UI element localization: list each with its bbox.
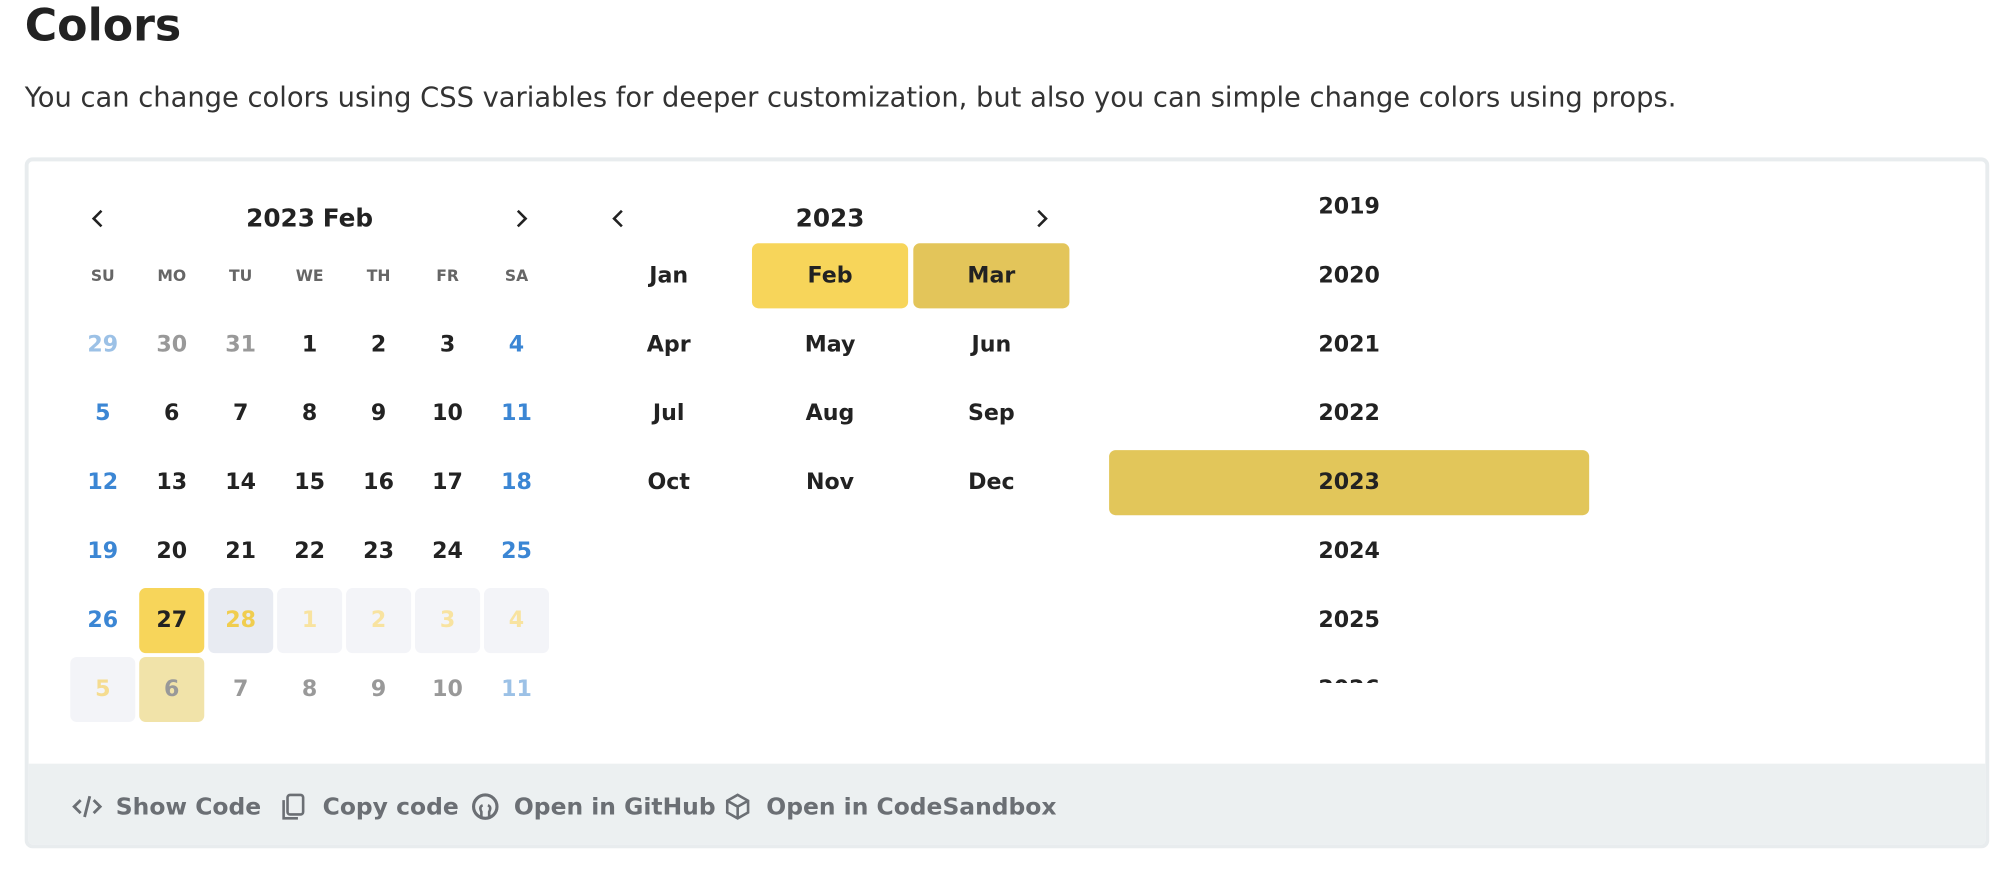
day[interactable]: 19: [87, 538, 119, 565]
day[interactable]: 2: [346, 588, 412, 654]
weekday[interactable]: TH: [366, 266, 391, 285]
year-cell[interactable]: 2020: [1318, 262, 1380, 289]
day[interactable]: 13: [156, 469, 188, 496]
year-cell[interactable]: 2025: [1318, 607, 1380, 634]
calendar-header: 2023 Feb: [246, 204, 373, 233]
day[interactable]: 30: [156, 331, 188, 358]
day[interactable]: 28: [208, 588, 274, 654]
month-cell[interactable]: Jan: [649, 262, 689, 289]
day[interactable]: 8: [301, 676, 318, 703]
weekday[interactable]: SA: [504, 266, 529, 285]
description: You can change colors using CSS variable…: [24, 81, 1677, 114]
day[interactable]: 27: [139, 588, 205, 654]
day[interactable]: 22: [294, 538, 326, 565]
month-cell[interactable]: Dec: [968, 469, 1015, 496]
day[interactable]: 6: [164, 400, 180, 427]
day[interactable]: 2: [370, 331, 387, 358]
year-list: 2019 2020 2021 2022 2023 2024 2025 2026: [1108, 196, 1628, 683]
prev-arrow[interactable]: [609, 208, 630, 229]
label: Open in GitHub: [513, 792, 716, 821]
month-cell[interactable]: Mar: [913, 243, 1070, 309]
show-code[interactable]: Show Code: [72, 791, 262, 822]
day[interactable]: 5: [70, 657, 136, 723]
day[interactable]: 15: [294, 469, 326, 496]
day[interactable]: 14: [225, 469, 257, 496]
day[interactable]: 16: [363, 469, 394, 496]
day[interactable]: 6: [139, 657, 205, 723]
month-cell[interactable]: Jun: [971, 331, 1012, 358]
year-cell[interactable]: 2019: [1318, 196, 1380, 220]
year-cell[interactable]: 2024: [1318, 538, 1380, 565]
year-cell[interactable]: 2023: [1109, 450, 1590, 516]
weekday[interactable]: WE: [295, 266, 324, 285]
prev-arrow[interactable]: [88, 208, 109, 229]
day[interactable]: 10: [432, 676, 463, 703]
copy-code[interactable]: Copy code: [278, 791, 459, 822]
day[interactable]: 25: [501, 538, 532, 565]
weekday[interactable]: FR: [436, 266, 459, 285]
year-cell[interactable]: 2021: [1318, 331, 1380, 358]
day[interactable]: 7: [232, 400, 249, 427]
open-github[interactable]: Open in GitHub: [470, 791, 716, 822]
day[interactable]: 3: [439, 331, 456, 358]
day[interactable]: 9: [370, 400, 387, 427]
weekday[interactable]: SU: [90, 266, 115, 285]
day[interactable]: 26: [87, 607, 119, 634]
open-codesandbox[interactable]: Open in CodeSandbox: [722, 791, 1057, 822]
weekday[interactable]: TU: [229, 266, 253, 285]
day[interactable]: 7: [232, 676, 249, 703]
day[interactable]: 5: [95, 400, 111, 427]
day[interactable]: 21: [225, 538, 257, 565]
weekday[interactable]: MO: [157, 266, 187, 285]
day[interactable]: 12: [87, 469, 119, 496]
day[interactable]: 17: [432, 469, 463, 496]
day[interactable]: 11: [501, 400, 532, 427]
day[interactable]: 1: [301, 331, 318, 358]
label: Copy code: [322, 792, 459, 821]
day[interactable]: 4: [483, 588, 550, 654]
year[interactable]: 2023: [246, 204, 315, 233]
year-cell[interactable]: 2022: [1318, 400, 1380, 427]
month-cell[interactable]: Aug: [805, 400, 855, 427]
day[interactable]: 24: [432, 538, 463, 565]
month-cell[interactable]: Oct: [647, 469, 690, 496]
year-cell[interactable]: 2026: [1109, 657, 1589, 684]
toolbar: [28, 763, 1986, 845]
day[interactable]: 20: [156, 538, 188, 565]
month-cell[interactable]: Apr: [646, 331, 691, 358]
next-arrow[interactable]: [1030, 208, 1051, 229]
month-cell[interactable]: Jul: [652, 400, 685, 427]
label: Show Code: [115, 792, 262, 821]
month-cell[interactable]: May: [804, 331, 856, 358]
day[interactable]: 8: [301, 400, 318, 427]
month-cell[interactable]: Nov: [805, 469, 855, 496]
month-cell[interactable]: Feb: [751, 243, 909, 309]
month-picker-year[interactable]: 2023: [795, 204, 865, 233]
day[interactable]: 31: [225, 331, 257, 358]
day[interactable]: 10: [432, 400, 463, 427]
day[interactable]: 3: [415, 588, 481, 654]
label: Open in CodeSandbox: [766, 792, 1057, 821]
day[interactable]: 23: [363, 538, 394, 565]
day[interactable]: 9: [370, 676, 387, 703]
day[interactable]: 4: [508, 331, 525, 358]
next-arrow[interactable]: [510, 208, 531, 229]
day[interactable]: 18: [501, 469, 532, 496]
day[interactable]: 1: [277, 588, 343, 654]
day[interactable]: 11: [501, 676, 532, 703]
day[interactable]: 29: [87, 331, 119, 358]
month[interactable]: Feb: [322, 204, 374, 233]
month-cell[interactable]: Sep: [967, 400, 1015, 427]
title: Colors: [24, 0, 182, 53]
